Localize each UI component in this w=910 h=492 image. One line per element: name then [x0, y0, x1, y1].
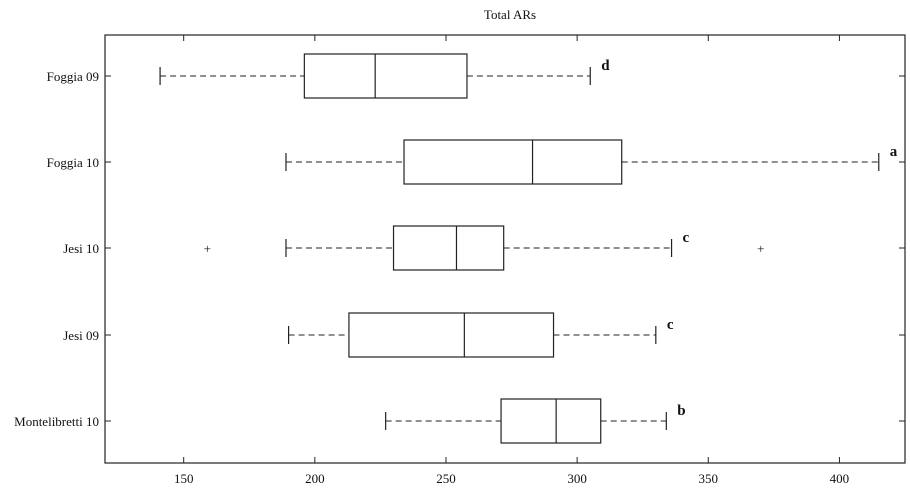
x-tick-label-3: 300: [567, 471, 587, 486]
y-category-label-0: Foggia 09: [47, 69, 99, 84]
group-letter-3: c: [667, 317, 674, 333]
x-tick-label-4: 350: [699, 471, 719, 486]
iqr-box-1: [403, 139, 623, 185]
box-series: d a + + c c b: [159, 53, 898, 444]
x-tick-label-2: 250: [436, 471, 456, 486]
plot-frame: [104, 34, 906, 464]
box-0: d: [159, 53, 610, 99]
iqr-box-2: [392, 225, 505, 271]
outlier-2-1: +: [757, 241, 764, 256]
x-axis-ticks: 150 200 250 300 350 400: [174, 35, 849, 486]
y-axis-labels: Foggia 09 Foggia 10 Jesi 10 Jesi 09 Montelib…: [14, 69, 905, 429]
y-category-label-4: Montelibretti 10: [14, 414, 99, 429]
box-4: b: [385, 398, 686, 444]
iqr-box-3: [348, 312, 555, 358]
iqr-box-0: [303, 53, 468, 99]
x-tick-label-5: 400: [830, 471, 850, 486]
box-2: + + c: [204, 225, 764, 271]
y-category-label-2: Jesi 10: [63, 241, 99, 256]
chart-title: Total ARs: [484, 7, 536, 22]
x-tick-label-0: 150: [174, 471, 194, 486]
y-category-label-3: Jesi 09: [63, 328, 99, 343]
box-1: a: [285, 139, 898, 185]
box-3: c: [288, 312, 674, 358]
y-category-label-1: Foggia 10: [47, 155, 99, 170]
iqr-box-4: [500, 398, 602, 444]
x-tick-label-1: 200: [305, 471, 325, 486]
outlier-2-0: +: [204, 241, 211, 256]
group-letter-1: a: [890, 144, 898, 160]
group-letter-2: c: [683, 230, 690, 246]
group-letter-4: b: [677, 403, 685, 419]
group-letter-0: d: [601, 58, 610, 74]
